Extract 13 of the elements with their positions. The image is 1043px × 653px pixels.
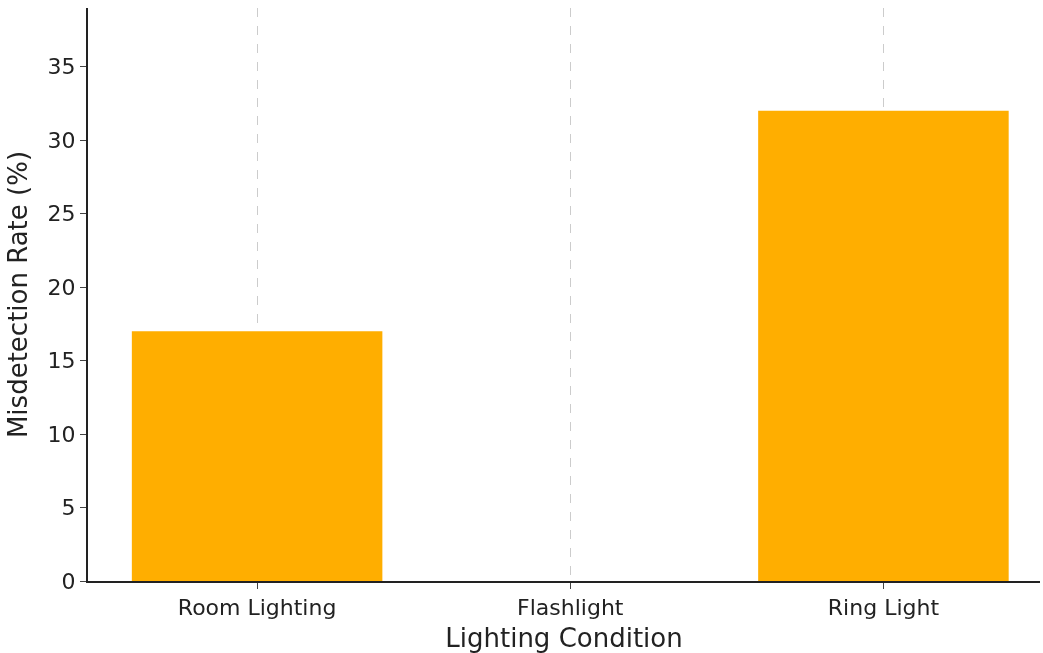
y-tick-label: 15 <box>47 348 76 374</box>
x-tick-label: Ring Light <box>827 595 940 621</box>
x-tick-label: Flashlight <box>517 595 624 621</box>
y-tick-label: 30 <box>47 127 76 153</box>
x-axis-title: Lighting Condition <box>445 623 683 653</box>
y-axis-title: Misdetection Rate (%) <box>3 150 34 439</box>
y-tick-label: 20 <box>47 274 76 300</box>
y-tick-label: 0 <box>61 568 76 594</box>
y-tick-label: 35 <box>47 54 76 80</box>
y-tick-label: 25 <box>47 201 76 227</box>
y-tick-label: 10 <box>47 421 76 447</box>
y-tick-label: 5 <box>61 495 76 521</box>
x-tick-label: Room Lighting <box>177 595 337 621</box>
